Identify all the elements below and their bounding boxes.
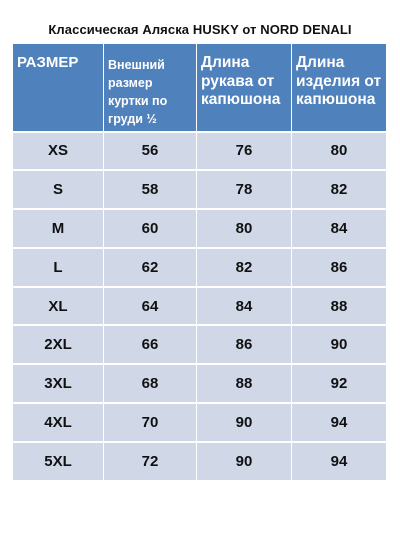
cell-chest: 64 <box>103 285 197 326</box>
page-title: Классическая Аляска HUSKY от NORD DENALI <box>48 22 352 37</box>
header-chest-width: Внешний размер куртки по груди ½ <box>103 43 197 132</box>
cell-chest: 70 <box>103 402 197 443</box>
cell-length: 84 <box>291 208 387 249</box>
header-row: РАЗМЕР Внешний размер куртки по груди ½ … <box>12 43 387 132</box>
cell-sleeve: 88 <box>196 363 292 404</box>
cell-sleeve: 84 <box>196 285 292 326</box>
cell-sleeve: 76 <box>196 130 292 171</box>
cell-length: 94 <box>291 440 387 482</box>
table-row: XS 56 76 80 <box>12 130 387 171</box>
cell-chest: 68 <box>103 363 197 404</box>
cell-chest: 60 <box>103 208 197 249</box>
header-garment-length: Длина изделия от капюшона <box>291 43 387 132</box>
cell-sleeve: 80 <box>196 208 292 249</box>
cell-length: 80 <box>291 130 387 171</box>
cell-length: 94 <box>291 402 387 443</box>
cell-size: XS <box>12 130 104 171</box>
header-size: РАЗМЕР <box>12 43 104 132</box>
table-row: 5XL 72 90 94 <box>12 440 387 482</box>
cell-size: 5XL <box>12 440 104 482</box>
cell-size: 2XL <box>12 324 104 365</box>
table-row: S 58 78 82 <box>12 169 387 210</box>
cell-chest: 62 <box>103 246 197 288</box>
cell-sleeve: 78 <box>196 169 292 210</box>
size-table: РАЗМЕР Внешний размер куртки по груди ½ … <box>12 43 387 482</box>
cell-sleeve: 90 <box>196 402 292 443</box>
cell-size: M <box>12 208 104 249</box>
cell-size: XL <box>12 285 104 326</box>
header-sleeve-length: Длина рукава от капюшона <box>196 43 292 132</box>
cell-length: 82 <box>291 169 387 210</box>
cell-length: 88 <box>291 285 387 326</box>
cell-chest: 58 <box>103 169 197 210</box>
table-row: 4XL 70 90 94 <box>12 402 387 443</box>
cell-sleeve: 82 <box>196 246 292 288</box>
cell-chest: 72 <box>103 440 197 482</box>
cell-chest: 56 <box>103 130 197 171</box>
cell-size: L <box>12 246 104 288</box>
cell-sleeve: 86 <box>196 324 292 365</box>
table-row: XL 64 84 88 <box>12 285 387 326</box>
cell-length: 90 <box>291 324 387 365</box>
table-row: L 62 82 86 <box>12 246 387 288</box>
table-row: M 60 80 84 <box>12 208 387 249</box>
cell-length: 86 <box>291 246 387 288</box>
cell-length: 92 <box>291 363 387 404</box>
table-row: 2XL 66 86 90 <box>12 324 387 365</box>
cell-sleeve: 90 <box>196 440 292 482</box>
cell-size: S <box>12 169 104 210</box>
table-row: 3XL 68 88 92 <box>12 363 387 404</box>
cell-size: 3XL <box>12 363 104 404</box>
cell-chest: 66 <box>103 324 197 365</box>
cell-size: 4XL <box>12 402 104 443</box>
